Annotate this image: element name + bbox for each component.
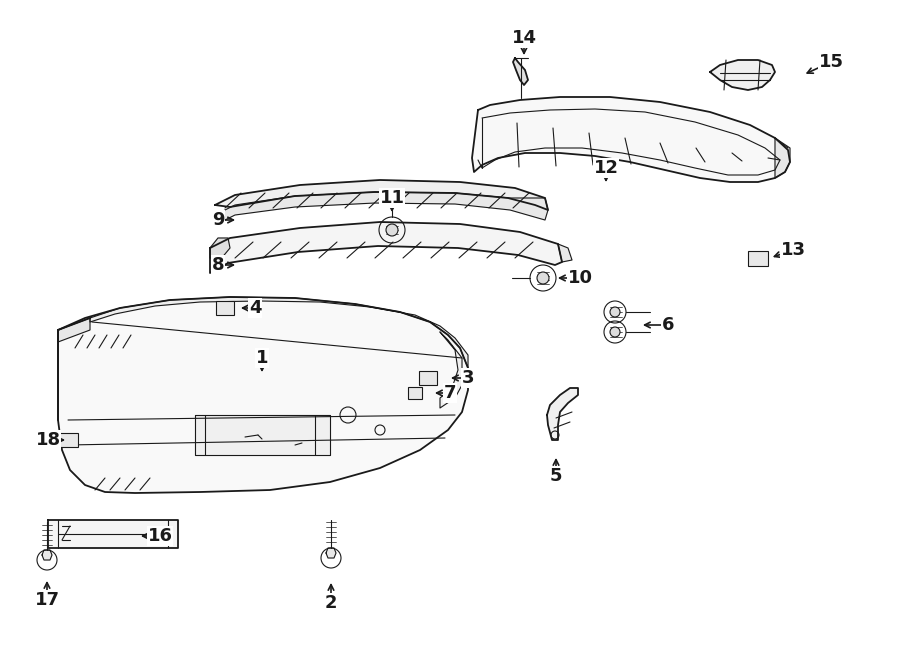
Text: 16: 16: [148, 527, 173, 545]
Text: 2: 2: [325, 594, 338, 612]
Text: 18: 18: [35, 431, 60, 449]
Polygon shape: [90, 297, 468, 368]
FancyBboxPatch shape: [408, 387, 422, 399]
Text: 13: 13: [780, 241, 806, 259]
Text: 4: 4: [248, 299, 261, 317]
Text: 8: 8: [212, 256, 224, 274]
Text: 6: 6: [662, 316, 674, 334]
Polygon shape: [513, 58, 528, 85]
Polygon shape: [215, 180, 548, 210]
FancyBboxPatch shape: [419, 371, 437, 385]
Polygon shape: [210, 238, 230, 260]
Text: 17: 17: [34, 591, 59, 609]
Polygon shape: [48, 520, 178, 548]
Text: 14: 14: [511, 29, 536, 47]
Polygon shape: [558, 244, 572, 262]
Text: 7: 7: [444, 384, 456, 402]
Text: 1: 1: [256, 349, 268, 367]
FancyBboxPatch shape: [748, 251, 768, 266]
Polygon shape: [440, 332, 462, 408]
Polygon shape: [195, 415, 330, 455]
Circle shape: [610, 327, 620, 337]
Polygon shape: [472, 97, 790, 182]
Polygon shape: [775, 138, 790, 178]
Text: 12: 12: [593, 159, 618, 177]
Polygon shape: [710, 60, 775, 90]
Polygon shape: [58, 297, 468, 493]
Polygon shape: [210, 222, 562, 273]
Text: 10: 10: [568, 269, 592, 287]
Text: 15: 15: [818, 53, 843, 71]
Polygon shape: [42, 550, 52, 560]
Circle shape: [610, 307, 620, 317]
FancyBboxPatch shape: [58, 433, 78, 447]
Text: 9: 9: [212, 211, 224, 229]
Polygon shape: [58, 318, 90, 342]
Text: 5: 5: [550, 467, 562, 485]
Polygon shape: [547, 388, 578, 440]
Text: 11: 11: [380, 189, 404, 207]
FancyBboxPatch shape: [216, 301, 234, 315]
Circle shape: [537, 272, 549, 284]
Text: 3: 3: [462, 369, 474, 387]
Polygon shape: [326, 548, 336, 558]
Polygon shape: [215, 192, 548, 225]
Circle shape: [386, 224, 398, 236]
